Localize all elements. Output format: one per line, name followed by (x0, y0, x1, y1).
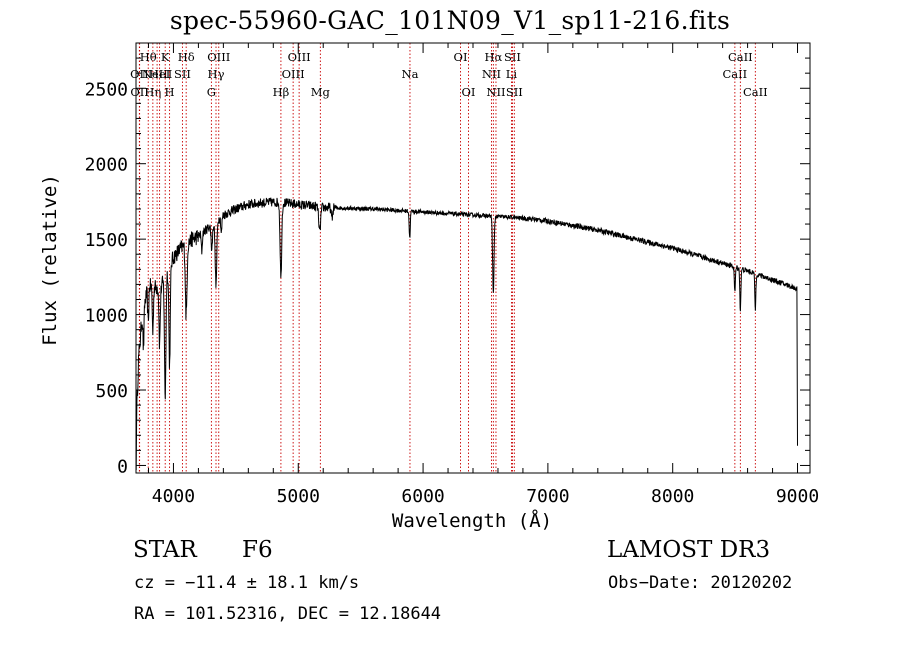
line-marker-label: NeIII (142, 67, 173, 81)
y-tick-label: 0 (117, 456, 128, 477)
line-marker-label: H (165, 85, 175, 99)
chart-title: spec-55960-GAC_101N09_V1_sp11-216.fits (169, 6, 731, 35)
line-marker-label: Hγ (208, 67, 225, 81)
y-tick-label: 1000 (85, 306, 128, 327)
line-marker-label: G (207, 85, 216, 99)
observation-date: Obs−Date: 20120202 (608, 573, 793, 593)
x-tick-label: 9000 (776, 486, 819, 507)
line-marker-label: Mg (311, 85, 331, 99)
line-marker-label: SII (174, 67, 191, 81)
line-marker-label: CaII (743, 85, 768, 99)
line-marker-label: NII (486, 85, 505, 99)
line-marker-label: Hη (144, 85, 161, 99)
x-tick-label: 8000 (651, 486, 694, 507)
x-tick-label: 5000 (277, 486, 320, 507)
line-marker-label: OI (462, 85, 476, 99)
spectrum-line (135, 197, 798, 471)
y-tick-label: 1500 (85, 230, 128, 251)
x-tick-label: 6000 (401, 486, 444, 507)
line-marker-label: Hθ (140, 50, 157, 64)
line-marker-label: CaII (722, 67, 747, 81)
x-axis-label: Wavelength (Å) (391, 510, 553, 532)
line-marker-label: OIII (288, 50, 311, 64)
y-tick-label: 2000 (85, 155, 128, 176)
line-marker-label: CaII (728, 50, 753, 64)
object-subclass: F6 (242, 537, 273, 563)
line-marker-label: SII (506, 85, 523, 99)
line-marker-label: SII (504, 50, 521, 64)
y-tick-label: 2500 (85, 79, 128, 100)
survey-name: LAMOST DR3 (607, 537, 771, 563)
y-axis-label: Flux (relative) (39, 174, 61, 346)
line-marker-label: OIII (207, 50, 230, 64)
line-marker-label: NII (482, 67, 501, 81)
line-marker-label: HeI (149, 67, 170, 81)
object-class: STAR (133, 537, 197, 563)
line-marker-label: Na (402, 67, 419, 81)
redshift-value: cz = −11.4 ± 18.1 km/s (134, 573, 360, 593)
plot-frame (135, 42, 811, 474)
line-marker-label: OIII (282, 67, 305, 81)
line-marker-label: Li (506, 67, 518, 81)
coordinates: RA = 101.52316, DEC = 12.18644 (134, 604, 442, 624)
line-marker-label: OII (130, 67, 149, 81)
line-marker-label: OI (454, 50, 468, 64)
line-marker-label: Hα (484, 50, 502, 64)
line-marker-label: Hβ (273, 85, 290, 99)
x-tick-label: 7000 (526, 486, 569, 507)
y-tick-label: 500 (95, 381, 128, 402)
x-tick-label: 4000 (152, 486, 195, 507)
line-marker-label: Hδ (178, 50, 195, 64)
line-marker-label: K (161, 50, 170, 64)
